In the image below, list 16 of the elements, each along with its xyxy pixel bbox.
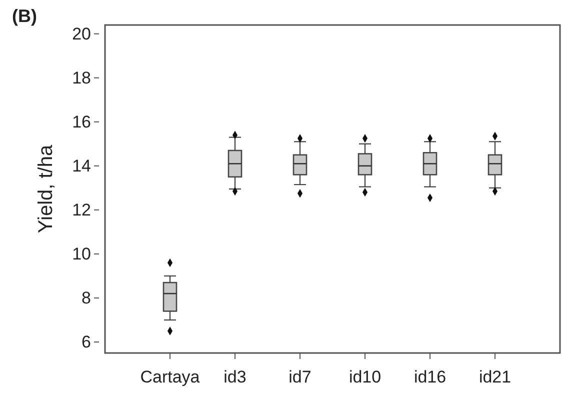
x-tick-label: id21	[478, 367, 512, 386]
y-tick-label: 16	[72, 112, 91, 132]
x-tick-label: id3	[224, 367, 246, 386]
y-tick-label: 12	[72, 200, 91, 220]
x-tick-label: id16	[414, 367, 446, 386]
y-axis-title: Yield, t/ha	[35, 144, 57, 234]
y-tick-label: 14	[72, 156, 91, 176]
y-tick-label: 20	[72, 24, 91, 44]
y-tick-label: 6	[82, 332, 91, 352]
y-tick-label: 18	[72, 68, 91, 88]
chart-title: (B)	[12, 6, 37, 26]
x-tick-label: Cartaya	[140, 367, 200, 386]
y-tick-label: 8	[82, 288, 91, 308]
y-tick-label: 10	[72, 244, 91, 264]
x-tick-label: id10	[348, 367, 382, 386]
x-tick-label: id7	[288, 367, 312, 386]
